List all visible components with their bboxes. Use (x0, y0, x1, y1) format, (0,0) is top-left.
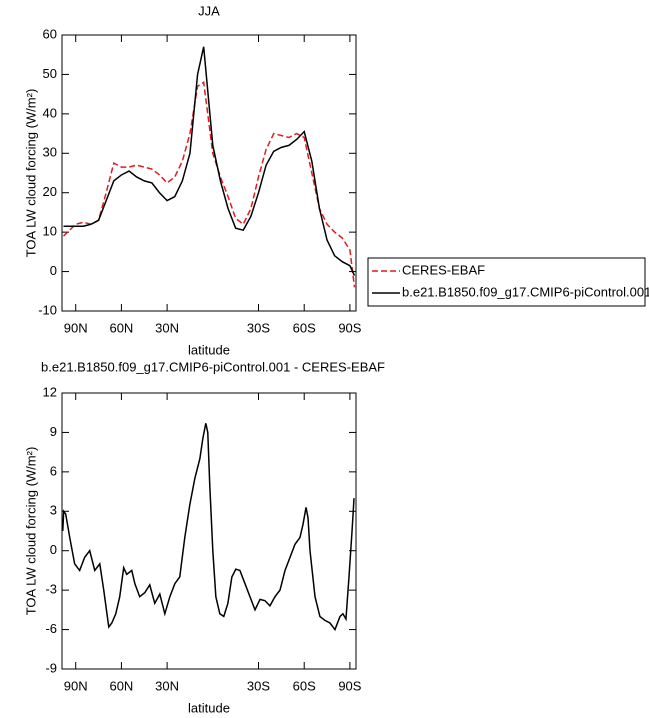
x-tick-label: 60N (109, 678, 133, 693)
y-tick-label: 10 (43, 224, 57, 239)
y-tick-label: 6 (50, 463, 57, 478)
y-tick-label: 12 (43, 384, 57, 399)
x-tick-label: 60N (109, 320, 133, 335)
y-tick-label: -10 (38, 302, 57, 317)
y-axis-label: TOA LW cloud forcing (W/m²) (23, 447, 38, 616)
y-axis-label: TOA LW cloud forcing (W/m²) (23, 89, 38, 258)
x-tick-label: 30N (155, 678, 179, 693)
y-tick-label: -6 (45, 621, 57, 636)
legend-box (367, 257, 646, 307)
y-tick-label: 40 (43, 105, 57, 120)
x-axis-label: latitude (188, 700, 230, 715)
y-tick-label: 60 (43, 26, 57, 41)
legend-label: b.e21.B1850.f09_g17.CMIP6-piControl.001 (402, 284, 649, 299)
x-axis-label: latitude (188, 342, 230, 357)
y-tick-label: -9 (45, 660, 57, 675)
y-tick-label: 3 (50, 503, 57, 518)
chart-title: JJA (198, 3, 220, 18)
y-tick-label: 20 (43, 184, 57, 199)
chart-title: b.e21.B1850.f09_g17.CMIP6-piControl.001 … (41, 359, 385, 374)
plot-frame (61, 34, 357, 312)
x-tick-label: 30S (247, 678, 270, 693)
y-tick-label: -3 (45, 582, 57, 597)
data-line (62, 423, 355, 632)
x-tick-label: 30N (155, 320, 179, 335)
x-tick-label: 30S (247, 320, 270, 335)
y-tick-label: 30 (43, 145, 57, 160)
data-line (63, 46, 356, 276)
legend-label: CERES-EBAF (402, 262, 485, 277)
y-tick-label: 9 (50, 424, 57, 439)
x-tick-label: 90N (64, 678, 88, 693)
x-tick-label: 60S (293, 320, 316, 335)
y-tick-label: 0 (50, 542, 57, 557)
x-tick-label: 60S (293, 678, 316, 693)
plot-frame (61, 392, 357, 670)
data-line (62, 81, 356, 288)
x-tick-label: 90S (338, 678, 361, 693)
x-tick-label: 90N (64, 320, 88, 335)
x-tick-label: 90S (338, 320, 361, 335)
y-tick-label: 0 (50, 263, 57, 278)
y-tick-label: 50 (43, 66, 57, 81)
